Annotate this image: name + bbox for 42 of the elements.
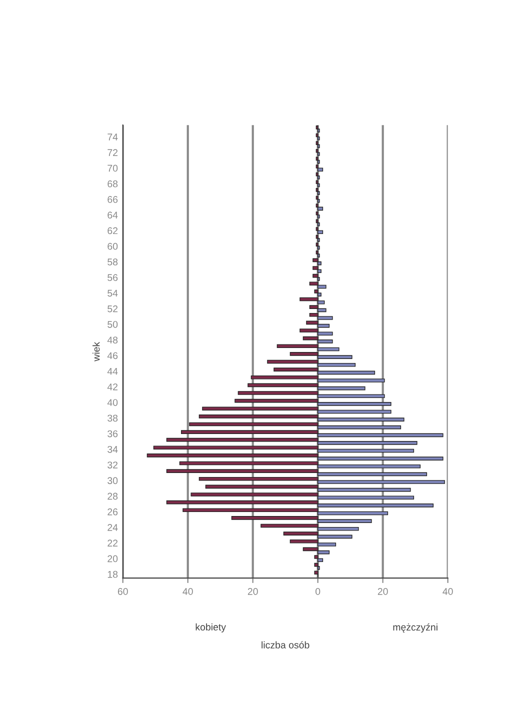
- x-tick-label: 60: [118, 588, 128, 595]
- y-tick-label: 28: [108, 492, 118, 500]
- x-tick-label: 20: [378, 588, 388, 595]
- y-tick-label: 52: [108, 305, 118, 312]
- bar: [317, 230, 324, 234]
- x-axis-title: liczba osób: [262, 641, 310, 648]
- y-tick-label: 58: [108, 258, 118, 266]
- y-tick-label: 70: [108, 164, 118, 172]
- y-tick-label: 32: [108, 462, 118, 468]
- y-tick-label: 34: [108, 446, 118, 453]
- y-tick-label: 20: [108, 555, 118, 562]
- y-tick-label: 36: [108, 430, 118, 438]
- x-tick-label: 40: [182, 588, 193, 595]
- y-tick-label: 68: [108, 180, 118, 188]
- x-tick-label: 20: [248, 588, 258, 595]
- text: mężczyźni: [393, 623, 438, 633]
- y-tick-label: 56: [108, 274, 118, 282]
- y-tick-label: 46: [107, 352, 118, 360]
- y-tick-label: 40: [107, 399, 118, 406]
- y-tick-label: 24: [108, 524, 118, 531]
- y-tick-label: 74: [108, 134, 118, 140]
- bar: [317, 558, 324, 562]
- y-axis-title: wiek: [92, 342, 100, 362]
- y-tick-label: 66: [108, 196, 118, 203]
- y-tick-label: 60: [108, 242, 118, 250]
- y-tick-label: 64: [108, 212, 118, 219]
- y-tick-label: 72: [108, 149, 118, 156]
- text: kobiety: [196, 623, 226, 632]
- x-tick-label: 40: [442, 588, 453, 595]
- y-tick-label: 44: [107, 368, 118, 375]
- y-tick-label: 26: [108, 508, 118, 516]
- y-tick-label: 30: [108, 477, 118, 484]
- y-tick-label: 38: [108, 414, 118, 422]
- y-tick-label: 54: [108, 290, 118, 297]
- y-tick-label: 62: [108, 227, 118, 234]
- y-tick-label: 50: [108, 320, 118, 328]
- y-tick-label: 48: [107, 336, 118, 344]
- bar: [317, 168, 324, 172]
- y-tick-label: 22: [108, 540, 118, 546]
- y-tick-label: 18: [108, 570, 118, 578]
- x-tick-label: 0: [316, 588, 320, 595]
- y-tick-label: 42: [107, 383, 118, 390]
